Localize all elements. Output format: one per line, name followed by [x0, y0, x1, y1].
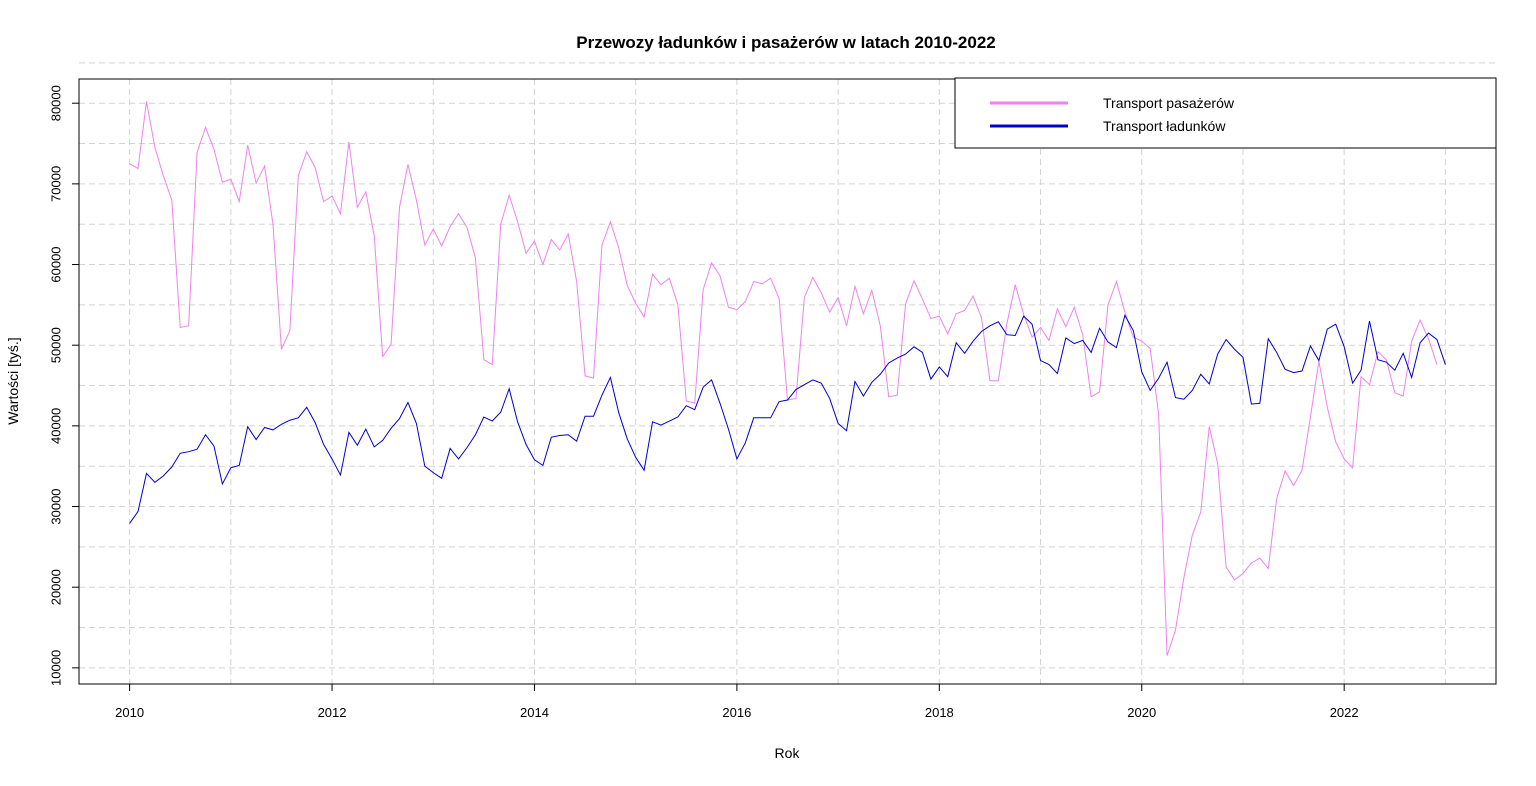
legend: Transport pasażerów Transport ładunków [954, 77, 1497, 149]
x-tick-label: 2012 [318, 705, 347, 720]
series-line-passengers [129, 101, 1438, 656]
y-tick-label: 80000 [48, 85, 63, 121]
x-tick-label: 2014 [520, 705, 549, 720]
y-axis: 10000 20000 30000 40000 50000 60000 70000 80000 [48, 85, 80, 686]
y-tick-label: 20000 [48, 569, 63, 605]
y-axis-label: Wartości [tyś.] [5, 337, 21, 424]
y-tick-label: 30000 [48, 488, 63, 524]
x-tick-label: 2018 [925, 705, 954, 720]
series-layer [129, 101, 1446, 656]
y-tick-label: 60000 [48, 246, 63, 282]
y-tick-label: 70000 [48, 166, 63, 202]
x-tick-label: 2016 [722, 705, 751, 720]
legend-label-freight: Transport ładunków [1103, 118, 1226, 134]
y-tick-label: 10000 [48, 650, 63, 686]
x-axis: 2010 2012 2014 2016 2018 2020 2022 [115, 683, 1359, 720]
chart-title: Przewozy ładunków i pasażerów w latach 2… [576, 33, 996, 52]
x-tick-label: 2020 [1127, 705, 1156, 720]
y-tick-label: 40000 [48, 408, 63, 444]
x-tick-label: 2022 [1330, 705, 1359, 720]
legend-box [954, 77, 1497, 149]
x-tick-label: 2010 [115, 705, 144, 720]
grid [79, 62, 1496, 684]
plot-frame [78, 78, 1497, 685]
series-line-freight [129, 314, 1446, 524]
legend-label-passengers: Transport pasażerów [1103, 95, 1235, 111]
x-axis-label: Rok [775, 745, 801, 761]
y-tick-label: 50000 [48, 327, 63, 363]
